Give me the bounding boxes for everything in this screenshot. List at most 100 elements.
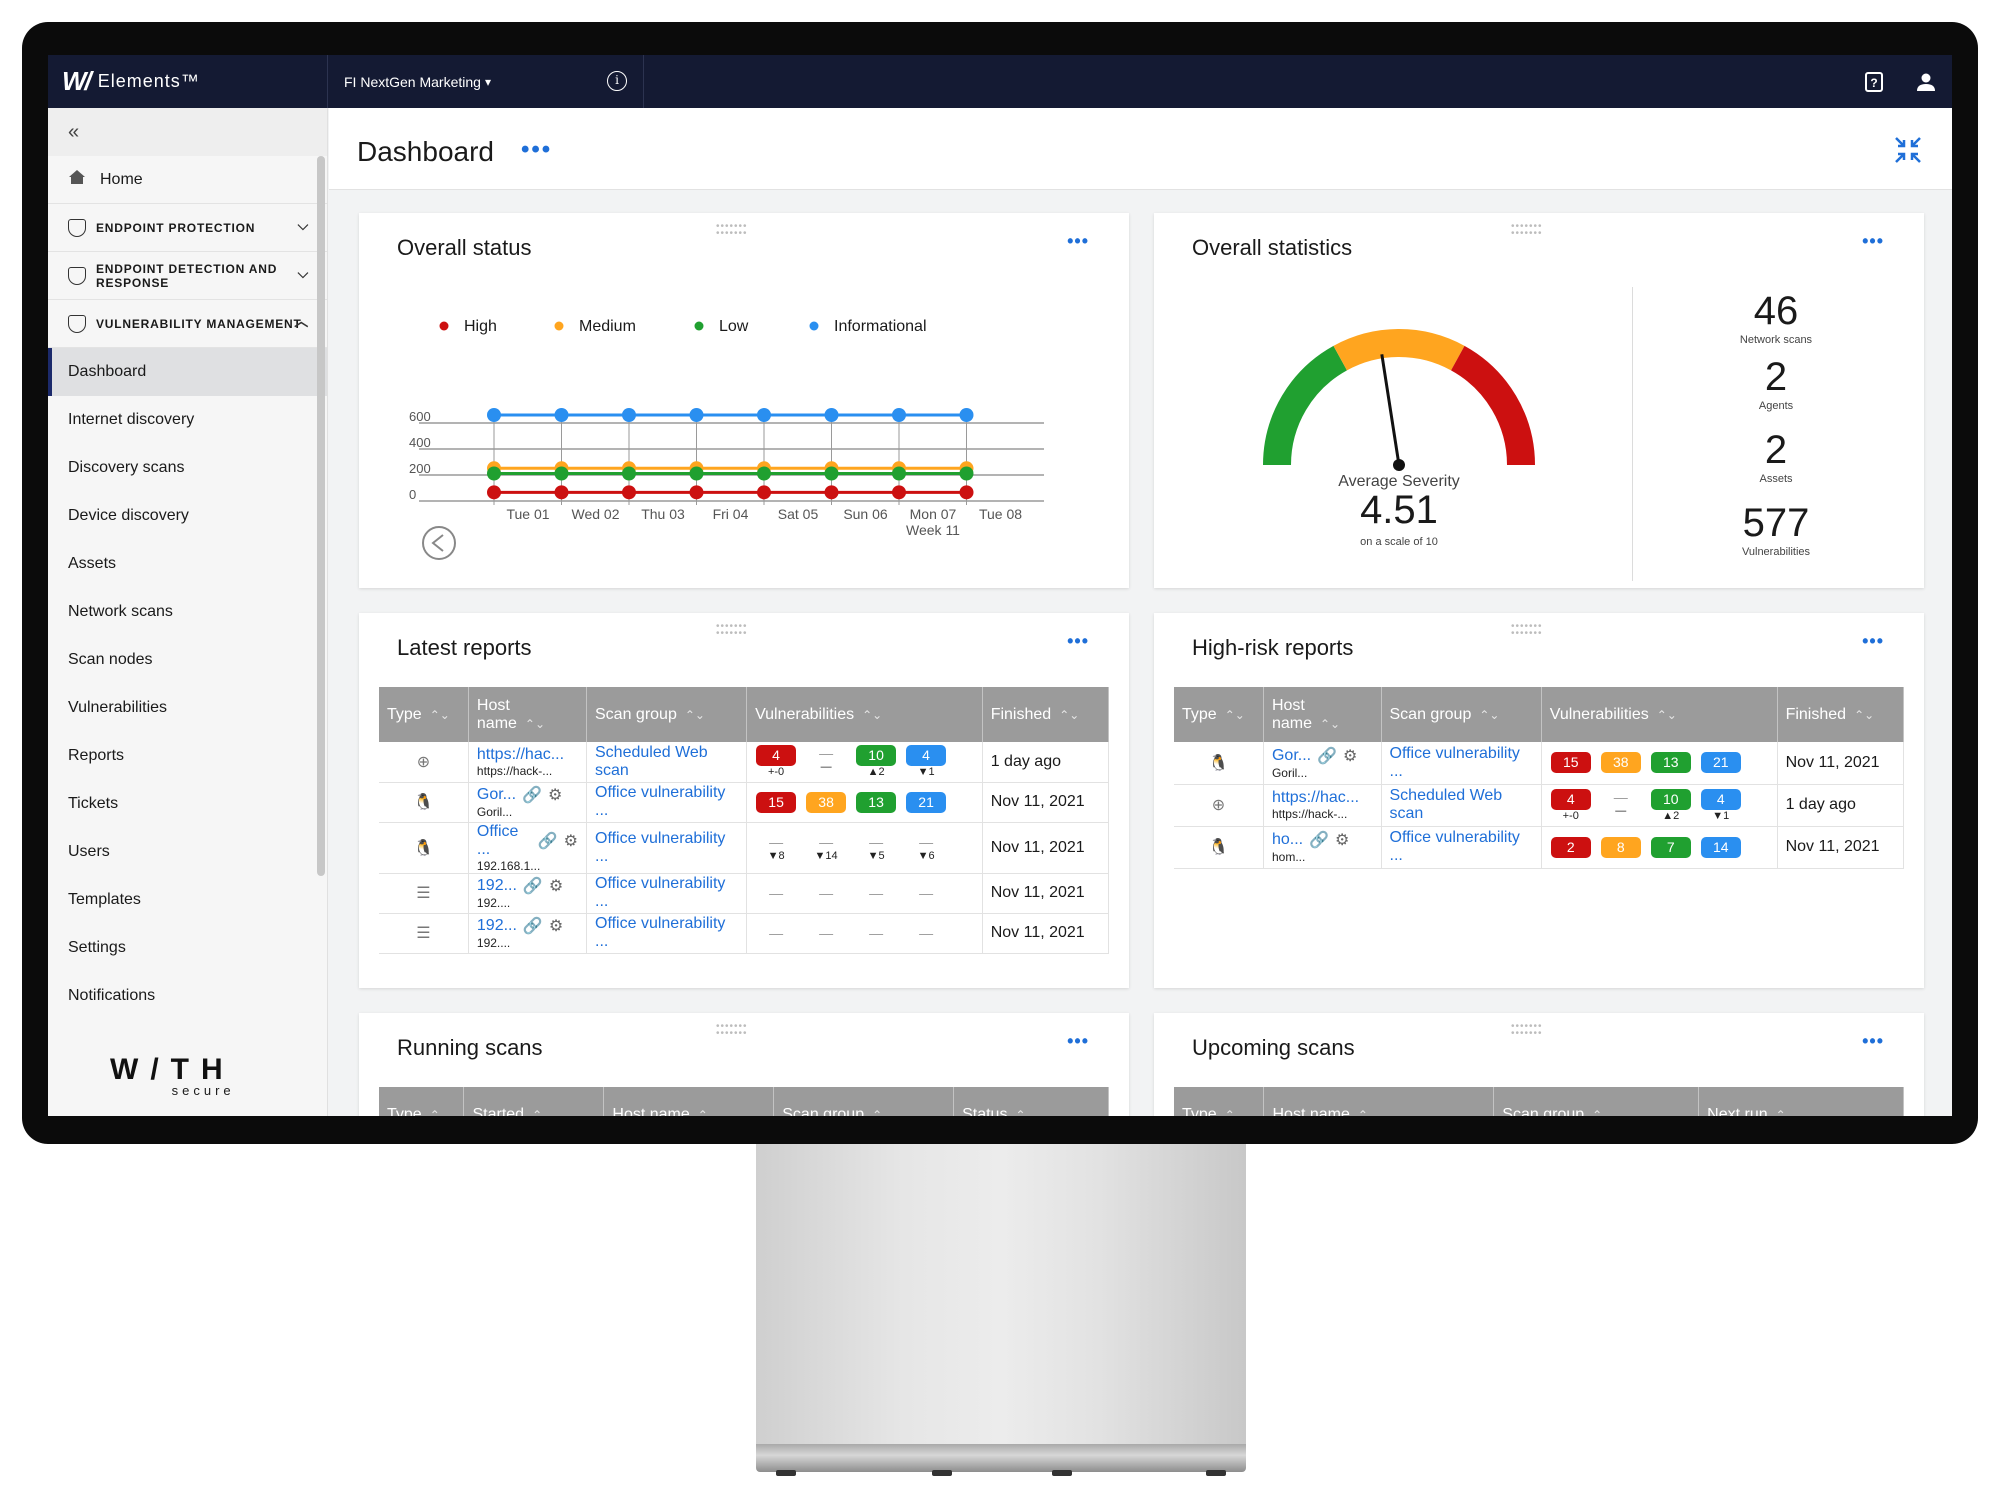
sidebar-item-notifications[interactable]: Notifications [48,972,327,1020]
scan-group-link[interactable]: Office vulnerability ... [1389,829,1520,864]
sort-icon[interactable]: ⌃⌄ [532,1107,553,1117]
scan-group-link[interactable]: Scheduled Web scan [595,743,708,779]
sort-icon[interactable]: ⌃⌄ [1224,1107,1245,1117]
sort-icon[interactable]: ⌃⌄ [1357,1107,1378,1117]
column-header[interactable]: Vulnerabilities ⌃⌄ [1541,687,1778,742]
sidebar-item-network-scans[interactable]: Network scans [48,588,327,636]
sidebar-item-settings[interactable]: Settings [48,924,327,972]
column-header[interactable]: Scan group ⌃⌄ [1493,1087,1700,1117]
sidebar-item-assets[interactable]: Assets [48,540,327,588]
sidebar-item-home[interactable]: Home [48,156,327,204]
drag-handle-icon[interactable]: ••••••• ••••••• [716,621,748,639]
column-header[interactable]: Type ⌃⌄ [379,1087,465,1117]
brand[interactable]: W/ Elements™ [48,55,328,108]
collapse-fullscreen-icon[interactable] [1894,136,1922,164]
sort-icon[interactable]: ⌃⌄ [684,707,705,722]
sidebar-section-edr[interactable]: ENDPOINT DETECTION AND RESPONSE ⌵ [48,252,327,300]
column-header[interactable]: Vulnerabilities ⌃⌄ [746,687,983,742]
help-icon[interactable]: ? [1848,55,1900,108]
sort-icon[interactable]: ⌃⌄ [429,707,450,722]
column-header[interactable]: Host name ⌃⌄ [603,1087,775,1117]
column-header[interactable]: Host name ⌃⌄ [1263,1087,1495,1117]
column-header[interactable]: Finished ⌃⌄ [982,687,1110,742]
chart-prev-button[interactable] [422,526,456,560]
table-row[interactable]: 🐧 ho... 🔗 ⚙ hom... Office vulnerability ... 2 8… [1174,826,1905,869]
column-header[interactable]: Scan group ⌃⌄ [586,687,748,742]
sort-icon[interactable]: ⌃⌄ [697,1107,718,1117]
scan-group-link[interactable]: Office vulnerability ... [595,784,726,819]
drag-handle-icon[interactable]: ••••••• ••••••• [716,1021,748,1039]
scan-group-link[interactable]: Office vulnerability ... [595,829,726,865]
scan-group-link[interactable]: Office vulnerability ... [595,875,726,910]
drag-handle-icon[interactable]: ••••••• ••••••• [1511,221,1543,239]
column-header[interactable]: Next run ⌃⌄ [1698,1087,1904,1117]
user-icon[interactable] [1900,55,1952,108]
table-row[interactable]: 🐧 Office ... 🔗 ⚙ 192.168.1... Office vulnerab… [379,822,1110,874]
host-link[interactable]: Gor... [1271,746,1312,764]
sort-icon[interactable]: ⌃⌄ [1854,707,1875,722]
table-row[interactable]: ⊕ https://hac... https://hack-... Scheduled… [1174,784,1905,827]
sidebar-item-dashboard[interactable]: Dashboard [48,348,327,396]
table-row[interactable]: 🐧 Gor... 🔗 ⚙ Goril... Office vulnerability ..… [379,782,1110,823]
sidebar-item-users[interactable]: Users [48,828,327,876]
host-link[interactable]: Gor... [476,786,517,803]
column-header[interactable]: Finished ⌃⌄ [1777,687,1905,742]
collapse-sidebar-icon[interactable]: « [48,108,327,156]
column-header[interactable]: Type ⌃⌄ [379,687,469,742]
sidebar-item-vulnerabilities[interactable]: Vulnerabilities [48,684,327,732]
table-row[interactable]: 🐧 Gor... 🔗 ⚙ Goril... Office vulnerability ..… [1174,742,1905,785]
host-link[interactable]: 192... [476,917,517,934]
host-link[interactable]: https://hac... [1271,789,1360,806]
sidebar-item-templates[interactable]: Templates [48,876,327,924]
widget-menu-button[interactable]: ••• [1862,231,1884,251]
column-header[interactable]: Type ⌃⌄ [1174,687,1264,742]
sidebar-section-vulnerability-management[interactable]: VULNERABILITY MANAGEMENT ︿ [48,300,327,348]
table-row[interactable]: ⊕ https://hac... https://hack-... Scheduled… [379,742,1110,783]
sort-icon[interactable]: ⌃⌄ [1592,1107,1613,1117]
sidebar-item-discovery-scans[interactable]: Discovery scans [48,444,327,492]
sidebar-scrollbar[interactable] [317,156,325,876]
table-row[interactable]: ☰ 192... 🔗 ⚙ 192.... Office vulnerability ...… [379,873,1110,914]
sort-icon[interactable]: ⌃⌄ [524,716,546,731]
widget-menu-button[interactable]: ••• [1067,631,1089,651]
sidebar-item-scan-nodes[interactable]: Scan nodes [48,636,327,684]
column-header[interactable]: Type ⌃⌄ [1174,1087,1265,1117]
org-selector[interactable]: FI NextGen Marketing ▾ i [328,55,644,108]
scan-group-link[interactable]: Office vulnerability ... [595,915,726,950]
drag-handle-icon[interactable]: ••••••• ••••••• [1511,1021,1543,1039]
sort-icon[interactable]: ⌃⌄ [1775,1107,1796,1117]
sort-icon[interactable]: ⌃⌄ [872,1107,893,1117]
column-header[interactable]: Host name ⌃⌄ [468,687,588,742]
sort-icon[interactable]: ⌃⌄ [862,707,883,722]
column-header[interactable]: Started ⌃⌄ [463,1087,605,1117]
sort-icon[interactable]: ⌃⌄ [1015,1107,1036,1117]
sort-icon[interactable]: ⌃⌄ [1479,707,1500,722]
sidebar-item-reports[interactable]: Reports [48,732,327,780]
sidebar-item-tickets[interactable]: Tickets [48,780,327,828]
sort-icon[interactable]: ⌃⌄ [429,1107,450,1117]
widget-menu-button[interactable]: ••• [1067,231,1089,251]
widget-menu-button[interactable]: ••• [1862,631,1884,651]
scan-group-link[interactable]: Scheduled Web scan [1389,787,1503,822]
column-header[interactable]: Scan group ⌃⌄ [773,1087,955,1117]
host-link[interactable]: https://hac... [476,745,565,763]
sort-icon[interactable]: ⌃⌄ [1059,707,1080,722]
drag-handle-icon[interactable]: ••••••• ••••••• [1511,621,1543,639]
table-row[interactable]: ☰ 192... 🔗 ⚙ 192.... Office vulnerability ...… [379,913,1110,954]
widget-menu-button[interactable]: ••• [1067,1031,1089,1051]
column-header[interactable]: Host name ⌃⌄ [1263,687,1382,742]
sidebar-item-device-discovery[interactable]: Device discovery [48,492,327,540]
info-icon[interactable]: i [607,71,627,91]
column-header[interactable]: Scan group ⌃⌄ [1381,687,1542,742]
scan-group-link[interactable]: Office vulnerability ... [1389,744,1520,780]
page-menu-button[interactable]: ••• [521,136,553,163]
sidebar-item-internet-discovery[interactable]: Internet discovery [48,396,327,444]
widget-menu-button[interactable]: ••• [1862,1031,1884,1051]
host-link[interactable]: Office ... [476,822,519,858]
host-link[interactable]: ho... [1271,831,1304,848]
sort-icon[interactable]: ⌃⌄ [1224,707,1245,722]
column-header[interactable]: Status ⌃⌄ [953,1087,1109,1117]
drag-handle-icon[interactable]: ••••••• ••••••• [716,221,748,239]
sort-icon[interactable]: ⌃⌄ [1320,716,1341,731]
sort-icon[interactable]: ⌃⌄ [1656,707,1677,722]
